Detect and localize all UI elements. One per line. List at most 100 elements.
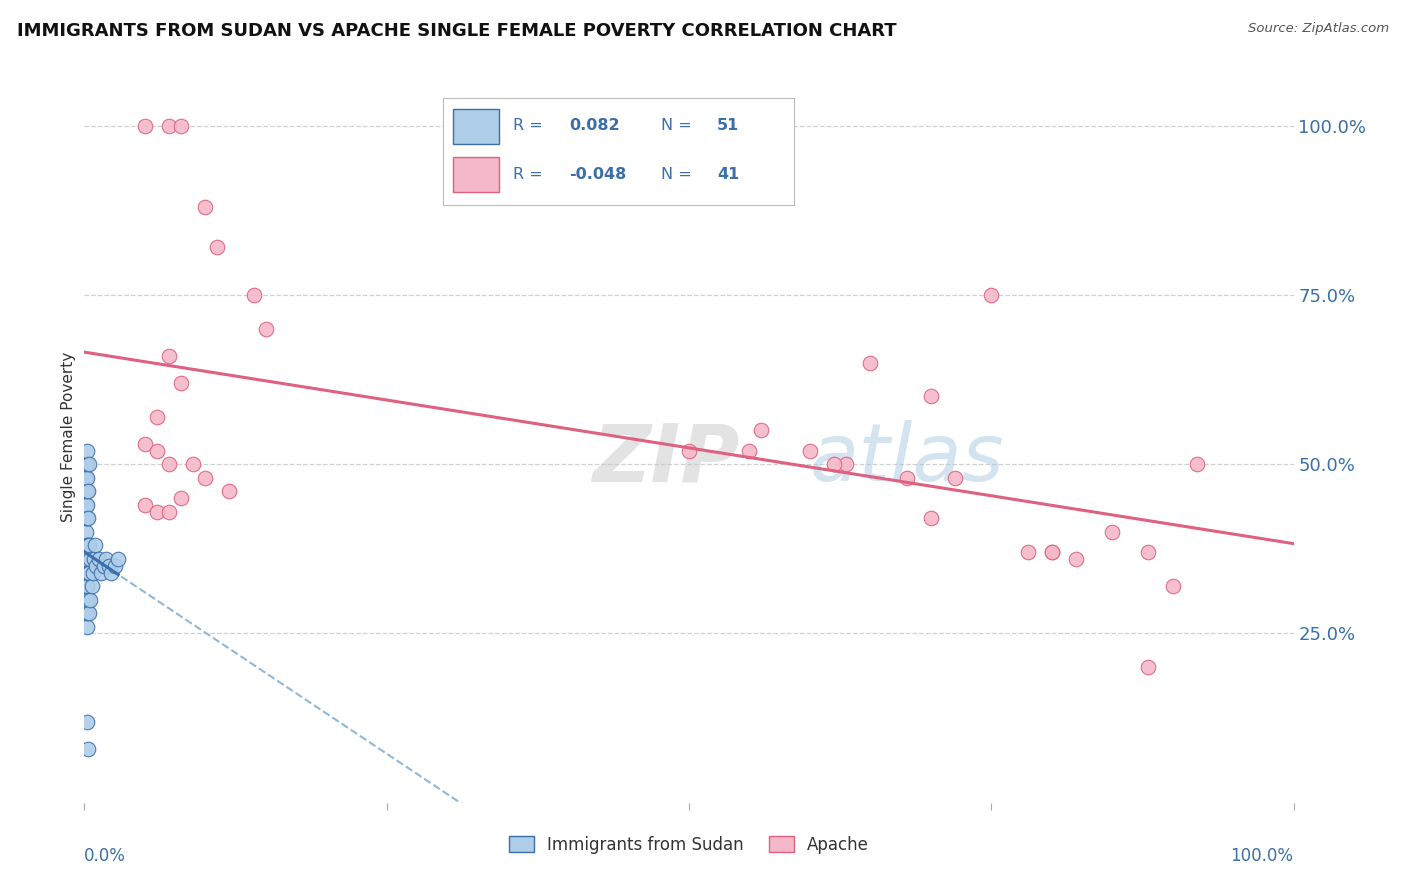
- Point: [77, 538, 100, 552]
- Text: 100.0%: 100.0%: [1230, 847, 1294, 864]
- Point: [77, 566, 100, 580]
- Point: [76, 592, 98, 607]
- Point: [79, 552, 101, 566]
- Point: [1185, 457, 1208, 471]
- Point: [77, 592, 100, 607]
- Text: 51: 51: [717, 119, 740, 134]
- Point: [146, 505, 169, 519]
- Point: [76, 552, 98, 566]
- Point: [738, 443, 761, 458]
- Point: [134, 437, 156, 451]
- Point: [84, 538, 107, 552]
- Point: [76, 566, 98, 580]
- Point: [254, 322, 277, 336]
- Point: [170, 119, 193, 133]
- Y-axis label: Single Female Poverty: Single Female Poverty: [60, 352, 76, 522]
- Point: [75, 471, 97, 485]
- Point: [980, 288, 1002, 302]
- Point: [75, 524, 97, 539]
- Point: [157, 119, 180, 133]
- Text: -0.048: -0.048: [569, 167, 627, 182]
- Point: [1137, 545, 1160, 559]
- Point: [75, 538, 97, 552]
- Point: [242, 288, 264, 302]
- Point: [76, 579, 98, 593]
- Point: [107, 552, 129, 566]
- Point: [75, 484, 97, 499]
- Point: [75, 566, 97, 580]
- Point: [104, 558, 127, 573]
- Point: [194, 200, 217, 214]
- Text: IMMIGRANTS FROM SUDAN VS APACHE SINGLE FEMALE POVERTY CORRELATION CHART: IMMIGRANTS FROM SUDAN VS APACHE SINGLE F…: [17, 22, 897, 40]
- Point: [1101, 524, 1123, 539]
- Point: [1017, 545, 1039, 559]
- Point: [77, 741, 100, 756]
- Point: [751, 423, 773, 437]
- Point: [823, 457, 845, 471]
- Point: [1064, 552, 1087, 566]
- Point: [94, 552, 117, 566]
- Point: [76, 714, 98, 729]
- Point: [75, 579, 97, 593]
- FancyBboxPatch shape: [453, 157, 499, 193]
- Point: [76, 606, 98, 620]
- Point: [76, 620, 98, 634]
- Text: R =: R =: [513, 119, 548, 134]
- Point: [75, 606, 97, 620]
- Point: [77, 566, 100, 580]
- Point: [76, 484, 98, 499]
- Point: [678, 443, 700, 458]
- Point: [75, 592, 97, 607]
- Point: [76, 443, 98, 458]
- Point: [76, 498, 98, 512]
- Point: [76, 538, 98, 552]
- Point: [157, 457, 180, 471]
- Point: [1040, 545, 1063, 559]
- Text: 41: 41: [717, 167, 740, 182]
- Text: N =: N =: [661, 119, 697, 134]
- Text: N =: N =: [661, 167, 697, 182]
- Point: [75, 511, 97, 525]
- Point: [77, 511, 100, 525]
- Point: [79, 592, 101, 607]
- Text: R =: R =: [513, 167, 548, 182]
- Point: [181, 457, 204, 471]
- Point: [157, 349, 180, 363]
- Point: [146, 443, 169, 458]
- Text: Source: ZipAtlas.com: Source: ZipAtlas.com: [1249, 22, 1389, 36]
- Text: ZIP: ZIP: [592, 420, 740, 498]
- Point: [75, 457, 97, 471]
- Point: [76, 457, 98, 471]
- Point: [134, 119, 156, 133]
- Point: [80, 579, 103, 593]
- Point: [100, 566, 122, 580]
- Point: [75, 498, 97, 512]
- Point: [943, 471, 966, 485]
- Text: 0.082: 0.082: [569, 119, 620, 134]
- Text: atlas: atlas: [810, 420, 1005, 498]
- Point: [896, 471, 918, 485]
- Point: [799, 443, 821, 458]
- Point: [1040, 545, 1063, 559]
- Text: 0.0%: 0.0%: [84, 847, 127, 864]
- Point: [1161, 579, 1184, 593]
- Point: [76, 471, 98, 485]
- Point: [920, 511, 942, 525]
- Point: [157, 505, 180, 519]
- Point: [835, 457, 858, 471]
- Point: [218, 484, 240, 499]
- Point: [83, 552, 105, 566]
- FancyBboxPatch shape: [453, 109, 499, 145]
- Point: [90, 566, 112, 580]
- Point: [194, 471, 217, 485]
- Legend: Immigrants from Sudan, Apache: Immigrants from Sudan, Apache: [502, 829, 876, 860]
- Point: [134, 498, 156, 512]
- Point: [86, 558, 108, 573]
- Point: [170, 376, 193, 390]
- Point: [77, 484, 100, 499]
- Point: [97, 558, 120, 573]
- Point: [76, 511, 98, 525]
- Point: [146, 409, 169, 424]
- Point: [93, 558, 115, 573]
- Point: [82, 566, 104, 580]
